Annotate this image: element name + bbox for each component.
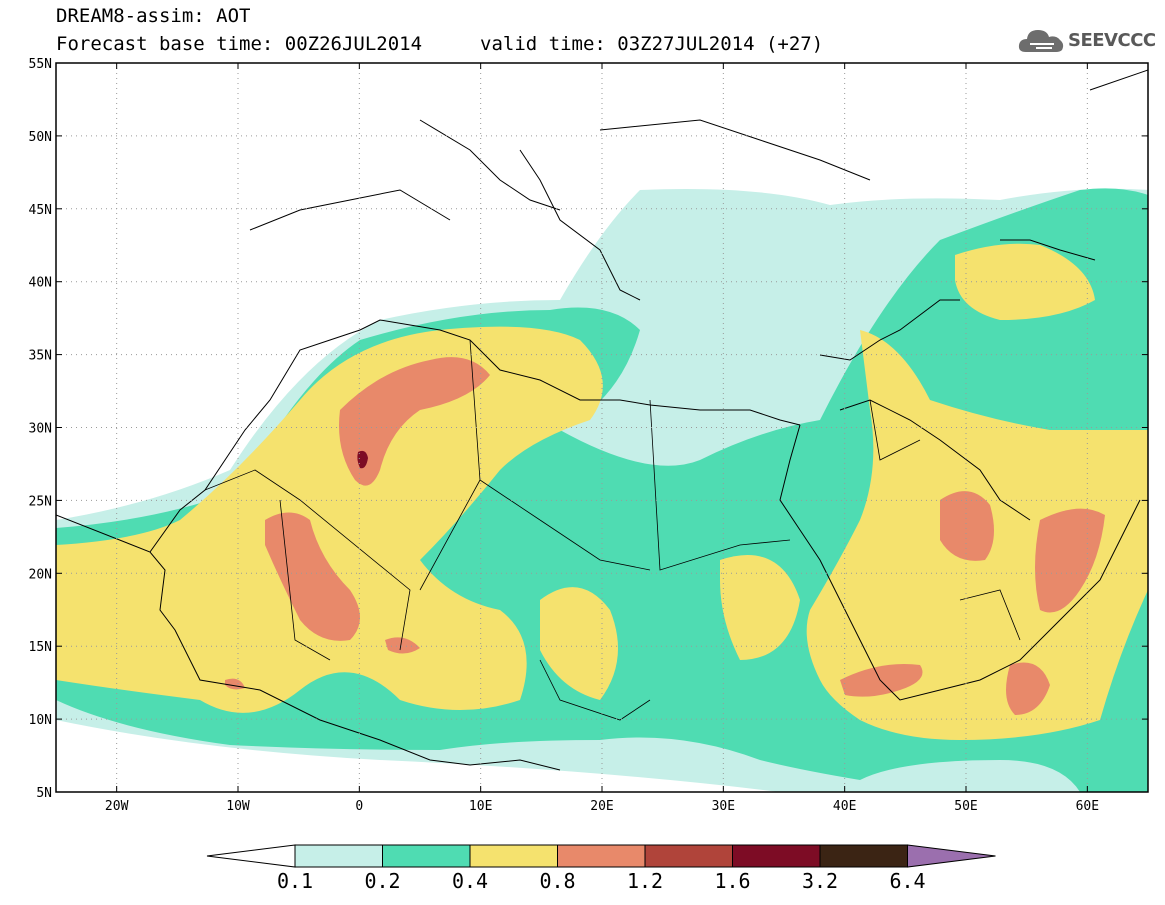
aot-band-0.4-central [540,587,618,700]
seevccc-logo: SEEVCCC [1016,22,1156,58]
aot-band-0.8-small [385,637,420,654]
lat-tick-label: 25N [29,494,52,509]
lon-tick-label: 0 [355,799,363,814]
aot-band-0.4-west [56,326,603,713]
valid-time: valid time: 03Z27JUL2014 (+27) [480,33,824,55]
forecast-base-time: Forecast base time: 00Z26JUL2014 [56,33,423,55]
lat-tick-label: 50N [29,130,52,145]
aot-band-1.2 [357,450,368,469]
colorbar-segment [819,844,908,868]
country-borders [204,339,1021,721]
colorbar-low-triangle [206,844,296,868]
aot-band-0.8-algeria [339,357,490,486]
colorbar: 0.1 0.2 0.4 0.8 1.2 1.6 3.2 6.4 [206,844,996,893]
colorbar-level-label: 6.4 [889,869,925,893]
lon-tick-label: 20W [105,799,129,814]
aot-band-0.8-mali [265,512,360,641]
colorbar-level-label: 3.2 [802,869,838,893]
lon-tick-label: 40E [833,799,856,814]
aot-band-0.4-caspian [955,243,1095,320]
lon-tick-label: 30E [712,799,735,814]
colorbar-segment [732,844,821,868]
aot-band-0.8-oman [1035,508,1105,613]
colorbar-segment [382,844,471,868]
lon-tick-label: 50E [954,799,977,814]
colorbar-segment [557,844,646,868]
lat-tick-label: 10N [29,713,52,728]
lat-tick-label: 15N [29,640,52,655]
lat-tick-label: 35N [29,349,52,364]
aot-band-0.8-redsea [840,664,923,697]
colorbar-level-label: 0.1 [277,869,313,893]
lon-tick-label: 60E [1076,799,1099,814]
grid-lines [56,63,1148,792]
lon-tick-label: 10W [226,799,250,814]
lat-tick-label: 40N [29,276,52,291]
logo-text: SEEVCCC [1068,30,1156,51]
coastlines [56,69,1148,771]
colorbar-level-label: 1.2 [627,869,663,893]
lon-tick-label: 20E [590,799,613,814]
aot-band-0.8-yemen [1006,662,1050,715]
colorbar-segment [469,844,558,868]
lat-tick-label: 30N [29,422,52,437]
colorbar-high-triangle [907,844,996,868]
colorbar-segment [644,844,733,868]
lat-tick-label: 20N [29,567,52,582]
aot-band-0.4-sahel [720,555,800,660]
cloud-icon [1018,30,1064,52]
colorbar-level-label: 0.8 [539,869,575,893]
lat-tick-label: 45N [29,203,52,218]
colorbar-level-label: 0.2 [364,869,400,893]
axis-ticks: 55N 50N 45N 40N 35N 30N 25N 20N 15N 10N 5N 20W 10W 0 1… [29,57,1148,814]
lat-tick-label: 55N [29,57,52,72]
map-title: DREAM8-assim: AOT [56,5,251,27]
aot-field [56,188,1148,792]
lat-tick-label: 5N [36,786,52,801]
colorbar-level-label: 0.4 [452,869,488,893]
lon-tick-label: 10E [469,799,492,814]
colorbar-level-label: 1.6 [714,869,750,893]
colorbar-segment [294,844,383,868]
aot-band-0.8-rub [940,491,994,561]
